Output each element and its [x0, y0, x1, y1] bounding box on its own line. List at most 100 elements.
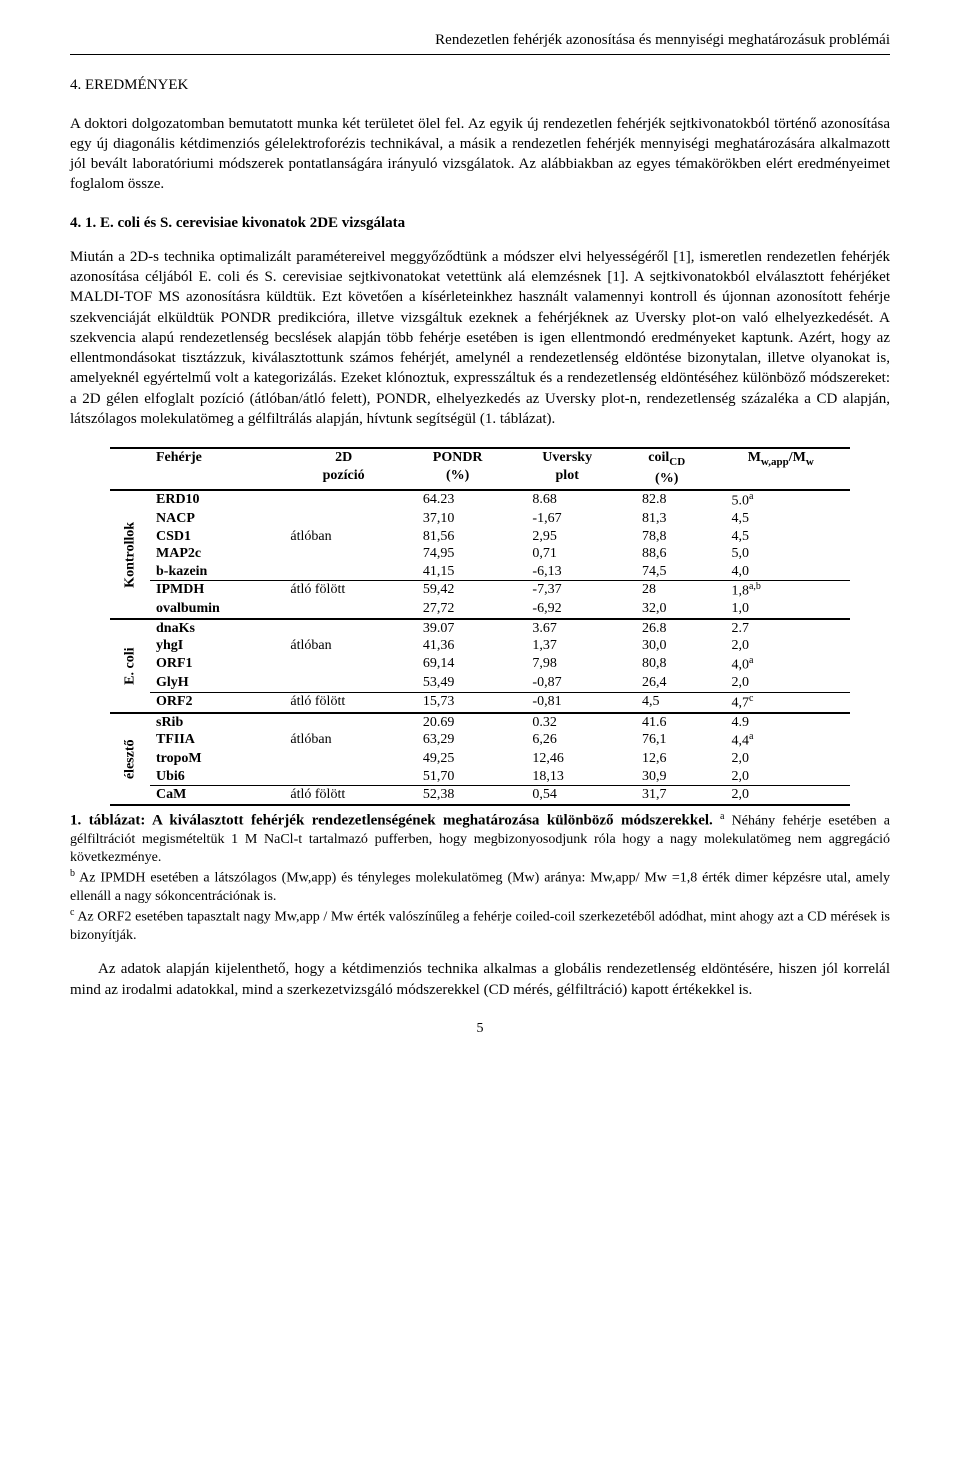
cell-mw: 2,0 — [711, 768, 850, 786]
cell-mw: 2,0 — [711, 637, 850, 655]
cell-coil: 80,8 — [622, 655, 712, 674]
cell-coil: 31,7 — [622, 786, 712, 805]
protein-name: yhgI — [150, 637, 284, 655]
cell-pondr: 81,56 — [403, 528, 513, 546]
cell-pondr: 52,38 — [403, 786, 513, 805]
cell-coil: 32,0 — [622, 600, 712, 619]
cell-mw: 2,0 — [711, 674, 850, 692]
cell-pondr: 27,72 — [403, 600, 513, 619]
subsection-heading: 4. 1. E. coli és S. cerevisiae kivonatok… — [70, 213, 890, 233]
cell-2d — [284, 545, 402, 563]
protein-name: MAP2c — [150, 545, 284, 563]
cell-mw: 2,0 — [711, 750, 850, 768]
protein-name: CSD1 — [150, 528, 284, 546]
th-pondr: PONDR(%) — [403, 448, 513, 490]
group-label: E. coli — [110, 619, 150, 713]
group-label: élesztő — [110, 713, 150, 805]
cell-pondr: 49,25 — [403, 750, 513, 768]
cell-2d: átló fölött — [284, 786, 402, 805]
protein-name: sRib — [150, 713, 284, 732]
cell-2d — [284, 490, 402, 510]
cell-mw: 4,0 — [711, 563, 850, 581]
protein-name: dnaKs — [150, 619, 284, 638]
cell-mw: 4,5 — [711, 510, 850, 528]
cell-coil: 30,9 — [622, 768, 712, 786]
cell-2d: átlóban — [284, 731, 402, 750]
cell-uversky: 1,37 — [512, 637, 622, 655]
cell-2d: átlóban — [284, 637, 402, 655]
cell-uversky: -1,67 — [512, 510, 622, 528]
cell-mw: 4,0a — [711, 655, 850, 674]
cell-coil: 28 — [622, 581, 712, 601]
cell-pondr: 15,73 — [403, 692, 513, 713]
cell-uversky: -6,92 — [512, 600, 622, 619]
cell-pondr: 59,42 — [403, 581, 513, 601]
cell-mw: 4,4a — [711, 731, 850, 750]
cell-2d: átlóban — [284, 528, 402, 546]
protein-name: ovalbumin — [150, 600, 284, 619]
cell-pondr: 69,14 — [403, 655, 513, 674]
protein-name: Ubi6 — [150, 768, 284, 786]
cell-coil: 76,1 — [622, 731, 712, 750]
protein-name: CaM — [150, 786, 284, 805]
cell-pondr: 74,95 — [403, 545, 513, 563]
protein-name: b-kazein — [150, 563, 284, 581]
cell-pondr: 41,15 — [403, 563, 513, 581]
cell-coil: 74,5 — [622, 563, 712, 581]
th-uversky: Uverskyplot — [512, 448, 622, 490]
intro-paragraph: A doktori dolgozatomban bemutatott munka… — [70, 114, 890, 195]
running-head: Rendezetlen fehérjék azonosítása és menn… — [70, 30, 890, 50]
cell-mw: 4,5 — [711, 528, 850, 546]
cell-uversky: 8.68 — [512, 490, 622, 510]
cell-2d — [284, 619, 402, 638]
page-number: 5 — [70, 1020, 890, 1039]
cell-coil: 26,4 — [622, 674, 712, 692]
group-label: Kontrollok — [110, 490, 150, 619]
th-coil: coilCD(%) — [622, 448, 712, 490]
cell-2d: átló fölött — [284, 581, 402, 601]
cell-coil: 81,3 — [622, 510, 712, 528]
th-2d: 2Dpozíció — [284, 448, 402, 490]
cell-2d — [284, 655, 402, 674]
table-caption: 1. táblázat: A kiválasztott fehérjék ren… — [70, 810, 890, 946]
cell-coil: 41.6 — [622, 713, 712, 732]
cell-pondr: 63,29 — [403, 731, 513, 750]
cell-2d — [284, 768, 402, 786]
cell-pondr: 41,36 — [403, 637, 513, 655]
protein-name: GlyH — [150, 674, 284, 692]
cell-mw: 2,0 — [711, 786, 850, 805]
protein-name: NACP — [150, 510, 284, 528]
cell-uversky: -0,81 — [512, 692, 622, 713]
cell-uversky: -0,87 — [512, 674, 622, 692]
body-paragraph: Miután a 2D-s technika optimalizált para… — [70, 247, 890, 429]
protein-name: IPMDH — [150, 581, 284, 601]
cell-2d — [284, 674, 402, 692]
th-mw: Mw,app/Mw — [711, 448, 850, 490]
cell-2d — [284, 510, 402, 528]
cell-mw: 1,8a,b — [711, 581, 850, 601]
results-table: Fehérje 2Dpozíció PONDR(%) Uverskyplot c… — [110, 447, 850, 806]
cell-pondr: 51,70 — [403, 768, 513, 786]
cell-pondr: 37,10 — [403, 510, 513, 528]
section-title: 4. EREDMÉNYEK — [70, 75, 890, 95]
cell-2d: átló fölött — [284, 692, 402, 713]
cell-2d — [284, 563, 402, 581]
cell-coil: 26.8 — [622, 619, 712, 638]
cell-uversky: 6,26 — [512, 731, 622, 750]
cell-coil: 4,5 — [622, 692, 712, 713]
cell-mw: 4,7c — [711, 692, 850, 713]
protein-name: TFIIA — [150, 731, 284, 750]
cell-coil: 82.8 — [622, 490, 712, 510]
cell-coil: 12,6 — [622, 750, 712, 768]
cell-uversky: 0.32 — [512, 713, 622, 732]
cell-uversky: 7,98 — [512, 655, 622, 674]
th-protein: Fehérje — [150, 448, 284, 490]
cell-mw: 5,0 — [711, 545, 850, 563]
cell-uversky: 0,54 — [512, 786, 622, 805]
cell-pondr: 39.07 — [403, 619, 513, 638]
protein-name: ORF1 — [150, 655, 284, 674]
protein-name: tropoM — [150, 750, 284, 768]
cell-2d — [284, 713, 402, 732]
cell-mw: 4.9 — [711, 713, 850, 732]
header-rule — [70, 54, 890, 55]
